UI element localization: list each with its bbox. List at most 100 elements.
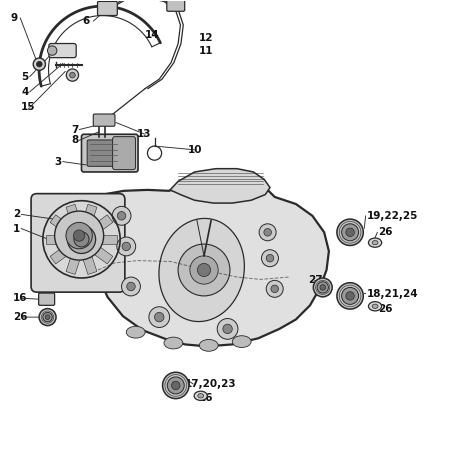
Circle shape	[337, 219, 363, 246]
Polygon shape	[97, 235, 117, 244]
Circle shape	[266, 280, 283, 297]
FancyBboxPatch shape	[87, 140, 118, 166]
Circle shape	[122, 242, 130, 251]
Circle shape	[55, 211, 104, 260]
Circle shape	[259, 224, 276, 241]
Circle shape	[167, 377, 184, 394]
Ellipse shape	[198, 394, 204, 398]
Polygon shape	[82, 204, 97, 227]
Circle shape	[45, 315, 50, 319]
Polygon shape	[50, 245, 72, 264]
Circle shape	[43, 312, 52, 322]
Text: 16: 16	[13, 293, 27, 303]
Text: 13: 13	[137, 129, 152, 139]
Circle shape	[121, 277, 140, 296]
Polygon shape	[82, 252, 97, 274]
Polygon shape	[91, 245, 113, 264]
Text: 1: 1	[13, 224, 20, 234]
Text: 11: 11	[198, 46, 213, 56]
Circle shape	[47, 46, 57, 55]
Circle shape	[163, 372, 189, 399]
Circle shape	[223, 324, 232, 334]
Text: 14: 14	[145, 30, 160, 40]
Circle shape	[70, 72, 75, 78]
Circle shape	[217, 319, 238, 339]
Text: 26: 26	[378, 304, 393, 314]
Polygon shape	[66, 204, 82, 227]
Circle shape	[313, 278, 332, 297]
Ellipse shape	[194, 391, 207, 401]
Text: 15: 15	[21, 102, 36, 112]
Circle shape	[117, 237, 136, 256]
Ellipse shape	[164, 337, 183, 349]
Ellipse shape	[372, 304, 378, 309]
Circle shape	[155, 312, 164, 322]
Text: 6: 6	[82, 16, 90, 26]
Text: 8: 8	[71, 136, 78, 146]
Ellipse shape	[368, 301, 382, 311]
Circle shape	[112, 206, 131, 225]
Circle shape	[149, 307, 170, 328]
Circle shape	[190, 256, 218, 284]
Text: 9: 9	[11, 13, 18, 23]
Text: 26: 26	[378, 228, 393, 237]
Polygon shape	[66, 252, 82, 274]
Circle shape	[66, 69, 79, 81]
FancyBboxPatch shape	[82, 134, 138, 172]
FancyBboxPatch shape	[113, 137, 136, 170]
Polygon shape	[46, 235, 66, 244]
Text: 3: 3	[54, 156, 62, 166]
Circle shape	[320, 284, 326, 290]
Ellipse shape	[232, 336, 251, 347]
Text: 12: 12	[198, 33, 213, 43]
Circle shape	[73, 230, 85, 241]
Text: 26: 26	[13, 312, 27, 322]
Circle shape	[172, 381, 180, 390]
FancyBboxPatch shape	[49, 44, 76, 58]
Circle shape	[266, 255, 274, 262]
Polygon shape	[50, 215, 72, 234]
Circle shape	[342, 287, 358, 304]
Circle shape	[39, 309, 56, 326]
Circle shape	[67, 225, 96, 254]
Circle shape	[66, 222, 92, 249]
Circle shape	[342, 224, 358, 241]
Circle shape	[74, 232, 89, 247]
Polygon shape	[91, 215, 113, 234]
Text: 7: 7	[71, 125, 79, 135]
Circle shape	[264, 228, 272, 236]
Text: 27: 27	[308, 275, 322, 285]
Circle shape	[346, 292, 355, 300]
Polygon shape	[170, 169, 270, 203]
Circle shape	[178, 244, 230, 296]
Ellipse shape	[126, 326, 145, 338]
Text: 5: 5	[21, 72, 28, 82]
Text: 10: 10	[188, 145, 202, 155]
Ellipse shape	[159, 219, 245, 321]
Circle shape	[197, 264, 210, 277]
Text: 4: 4	[21, 87, 28, 97]
Ellipse shape	[372, 240, 378, 245]
Circle shape	[36, 61, 42, 67]
Text: 19,22,25: 19,22,25	[366, 211, 418, 221]
FancyBboxPatch shape	[98, 1, 117, 16]
Ellipse shape	[368, 238, 382, 247]
Circle shape	[262, 250, 278, 267]
Ellipse shape	[199, 339, 218, 351]
FancyBboxPatch shape	[38, 293, 55, 305]
Text: 18,21,24: 18,21,24	[366, 289, 418, 299]
Circle shape	[271, 285, 278, 292]
Circle shape	[337, 283, 363, 309]
FancyBboxPatch shape	[167, 0, 185, 11]
Circle shape	[127, 282, 135, 291]
FancyBboxPatch shape	[93, 114, 115, 126]
Text: 2: 2	[13, 210, 20, 219]
Text: 26: 26	[198, 393, 213, 403]
FancyBboxPatch shape	[31, 194, 125, 292]
Circle shape	[33, 58, 46, 70]
Circle shape	[317, 282, 328, 293]
Circle shape	[117, 211, 126, 220]
Polygon shape	[84, 173, 329, 346]
Circle shape	[346, 228, 355, 237]
Text: 17,20,23: 17,20,23	[185, 379, 237, 389]
